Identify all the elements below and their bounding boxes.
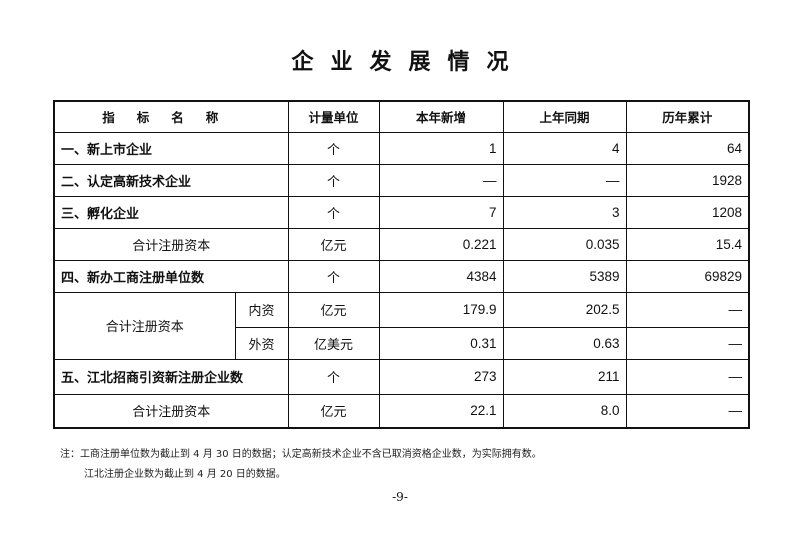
footnote-2: 江北注册企业数为截止到 4 月 20 日的数据。 bbox=[84, 469, 286, 480]
row-unit: 个 bbox=[287, 358, 380, 395]
row-prev: 0.035 bbox=[502, 227, 627, 261]
row-prev: — bbox=[502, 163, 627, 197]
row-name: 四、新办工商注册单位数 bbox=[53, 259, 289, 293]
table-row: 三、孵化企业 个 7 3 1208 bbox=[53, 195, 750, 229]
page-number: -9- bbox=[392, 490, 408, 504]
row-unit: 亿元 bbox=[287, 291, 380, 328]
header-total: 历年累计 bbox=[625, 100, 750, 133]
table-row: 四、新办工商注册单位数 个 4384 5389 69829 bbox=[53, 259, 750, 293]
row-name: 合计注册资本 bbox=[53, 227, 289, 261]
row-new: 4384 bbox=[378, 259, 504, 293]
row-total: 69829 bbox=[625, 259, 750, 293]
table-row: 合计注册资本 亿元 0.221 0.035 15.4 bbox=[53, 227, 750, 261]
header-new: 本年新增 bbox=[378, 100, 504, 133]
row-unit: 个 bbox=[287, 131, 380, 165]
row-prev: 0.63 bbox=[502, 326, 627, 360]
row-name: 合计注册资本 bbox=[53, 291, 236, 360]
row-total: 15.4 bbox=[625, 227, 750, 261]
header-row: 指标名称 计量单位 本年新增 上年同期 历年累计 bbox=[53, 100, 750, 133]
row-total: 1928 bbox=[625, 163, 750, 197]
page-title: 企业发展情况 bbox=[291, 49, 526, 75]
row-total: — bbox=[625, 358, 750, 395]
row-unit: 亿美元 bbox=[287, 326, 380, 360]
row-prev: 5389 bbox=[502, 259, 627, 293]
enterprise-table: 指标名称 计量单位 本年新增 上年同期 历年累计 一、新上市企业 个 1 4 6… bbox=[53, 100, 750, 429]
row-total: 64 bbox=[625, 131, 750, 165]
row-prev: 202.5 bbox=[502, 291, 627, 328]
row-new: 0.221 bbox=[378, 227, 504, 261]
row-name: 五、江北招商引资新注册企业数 bbox=[53, 358, 289, 395]
table-row: 合计注册资本 亿元 22.1 8.0 — bbox=[53, 393, 750, 429]
table-row: 二、认定高新技术企业 个 — — 1928 bbox=[53, 163, 750, 197]
row-new: 7 bbox=[378, 195, 504, 229]
header-prev: 上年同期 bbox=[502, 100, 627, 133]
header-unit: 计量单位 bbox=[287, 100, 380, 133]
row-name: 三、孵化企业 bbox=[53, 195, 289, 229]
header-name: 指标名称 bbox=[53, 100, 289, 133]
row-name: 合计注册资本 bbox=[53, 393, 289, 429]
row-unit: 亿元 bbox=[287, 227, 380, 261]
table-row: 五、江北招商引资新注册企业数 个 273 211 — bbox=[53, 358, 750, 395]
row-prev: 4 bbox=[502, 131, 627, 165]
row-total: — bbox=[625, 291, 750, 328]
row-new: 22.1 bbox=[378, 393, 504, 429]
row-unit: 个 bbox=[287, 195, 380, 229]
row-total: 1208 bbox=[625, 195, 750, 229]
table-row: 合计注册资本 内资 亿元 179.9 202.5 — bbox=[53, 291, 750, 360]
row-prev: 3 bbox=[502, 195, 627, 229]
row-prev: 8.0 bbox=[502, 393, 627, 429]
row-total: — bbox=[625, 393, 750, 429]
row-prev: 211 bbox=[502, 358, 627, 395]
row-total: — bbox=[625, 326, 750, 360]
row-name: 一、新上市企业 bbox=[53, 131, 289, 165]
footnote-1: 注：工商注册单位数为截止到 4 月 30 日的数据；认定高新技术企业不含已取消资… bbox=[60, 449, 542, 460]
row-new: 0.31 bbox=[378, 326, 504, 360]
table-row: 一、新上市企业 个 1 4 64 bbox=[53, 131, 750, 165]
row-unit: 个 bbox=[287, 259, 380, 293]
row-sub: 内资 bbox=[234, 291, 289, 328]
row-new: — bbox=[378, 163, 504, 197]
row-sub: 外资 bbox=[234, 326, 289, 360]
row-unit: 亿元 bbox=[287, 393, 380, 429]
row-new: 273 bbox=[378, 358, 504, 395]
table-row: 外资 亿美元 0.31 0.63 — bbox=[54, 326, 750, 360]
row-unit: 个 bbox=[287, 163, 380, 197]
row-new: 179.9 bbox=[378, 291, 504, 328]
row-name: 二、认定高新技术企业 bbox=[53, 163, 289, 197]
row-new: 1 bbox=[378, 131, 504, 165]
